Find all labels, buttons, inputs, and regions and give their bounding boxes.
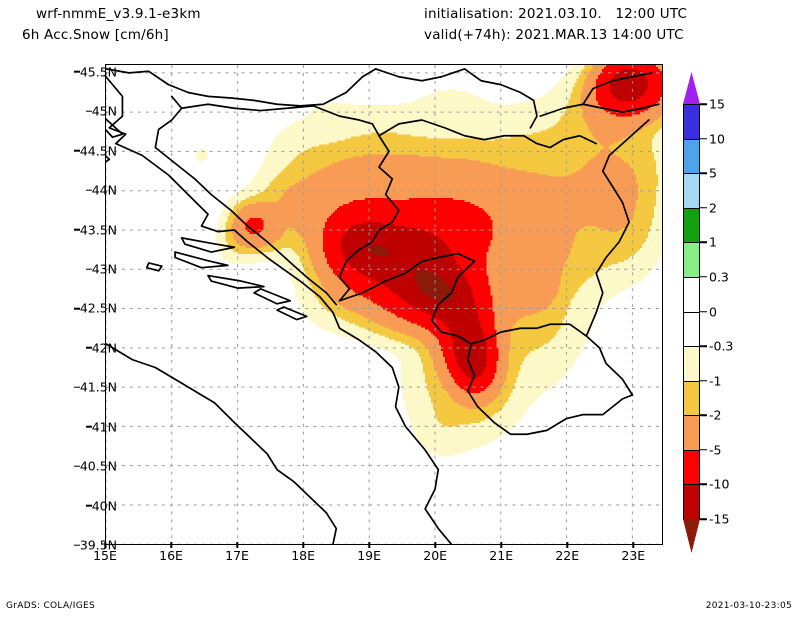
generation-timestamp-label: 2021-03-10-23:05 xyxy=(705,601,792,611)
latitude-tick-label: 40.5N xyxy=(73,459,117,474)
latitude-tick-mark xyxy=(73,465,80,467)
latitude-tick-mark xyxy=(73,228,80,231)
colorbar-tick-label: -0.3 xyxy=(709,338,734,354)
latitude-tick-label: 44.5N xyxy=(73,143,117,158)
colorbar-tick-mark xyxy=(700,310,707,313)
colorbar-tick-label: -10 xyxy=(709,476,730,492)
field-name-label: 6h Acc.Snow [cm/6h] xyxy=(22,27,169,43)
longitude-tick-label: 21E xyxy=(489,542,513,563)
longitude-tick-mark xyxy=(104,542,106,548)
colorbar-swatch[interactable] xyxy=(683,173,700,209)
colorbar-tick-label: 2 xyxy=(709,200,717,216)
map-plot-area[interactable] xyxy=(105,64,663,545)
latitude-tick-mark xyxy=(73,71,80,73)
colorbar-tick-label: 1 xyxy=(709,234,717,250)
latitude-tick-label: 43N xyxy=(85,262,117,277)
snow-accumulation-field xyxy=(106,65,662,544)
latitude-tick-label: 45N xyxy=(85,104,117,119)
colorbar-swatch[interactable] xyxy=(683,242,700,278)
colorbar-swatch[interactable] xyxy=(683,449,700,485)
colorbar-swatch[interactable] xyxy=(683,415,700,451)
longitude-tick-mark xyxy=(368,542,370,548)
colorbar-tick-mark xyxy=(700,379,707,382)
colorbar-swatch[interactable] xyxy=(683,207,700,243)
longitude-tick-label: 20E xyxy=(423,542,447,563)
colorbar-tick-label: 10 xyxy=(709,131,725,147)
colorbar-overflow-arrow xyxy=(683,72,700,104)
longitude-tick-label: 23E xyxy=(621,542,645,563)
grads-credit-label: GrADS: COLA/IGES xyxy=(6,601,95,611)
latitude-tick-mark xyxy=(85,347,92,349)
longitude-tick-label: 15E xyxy=(93,542,117,563)
colorbar-tick-mark xyxy=(700,414,707,417)
colorbar-swatch[interactable] xyxy=(683,104,700,140)
longitude-tick-mark xyxy=(434,542,436,548)
longitude-tick-mark xyxy=(170,542,172,548)
colorbar-swatch[interactable] xyxy=(683,138,700,174)
colorbar-tick-label: 0 xyxy=(709,304,717,319)
latitude-tick-label: 43.5N xyxy=(73,222,117,237)
valid-time-label: valid(+74h): 2021.MAR.13 14:00 UTC xyxy=(424,27,684,43)
latitude-tick-mark xyxy=(73,386,80,389)
latitude-tick-mark xyxy=(73,307,80,310)
colorbar-tick-mark xyxy=(700,483,707,486)
longitude-tick-label: 19E xyxy=(357,542,381,563)
model-name-label: wrf-nmmE_v3.9.1-e3km xyxy=(36,6,201,22)
initialisation-label: initialisation: 2021.03.10. 12:00 UTC xyxy=(424,6,688,22)
latitude-tick-label: 42N xyxy=(85,340,117,355)
colorbar-tick-mark xyxy=(700,449,707,451)
latitude-tick-mark xyxy=(85,189,92,191)
longitude-tick-label: 16E xyxy=(159,542,183,563)
colorbar-tick-label: -5 xyxy=(709,442,722,458)
latitude-tick-mark xyxy=(73,544,80,546)
colorbar-tick-label: 5 xyxy=(709,165,717,181)
longitude-tick-mark xyxy=(566,542,569,548)
latitude-tick-label: 39.5N xyxy=(73,538,117,553)
latitude-tick-mark xyxy=(85,504,92,507)
colorbar-tick-label: 15 xyxy=(709,96,725,112)
latitude-tick-label: 40N xyxy=(85,498,117,513)
longitude-tick-mark xyxy=(632,542,635,548)
colorbar-swatch[interactable] xyxy=(683,380,700,416)
longitude-tick-label: 22E xyxy=(555,542,579,563)
colorbar-tick-mark xyxy=(700,241,707,244)
colorbar-tick-mark xyxy=(700,103,707,105)
colorbar-underflow-arrow xyxy=(683,519,700,553)
colorbar-tick-label: -15 xyxy=(709,511,730,527)
colorbar-tick-mark xyxy=(700,137,707,140)
longitude-tick-mark xyxy=(500,542,502,548)
latitude-tick-label: 41N xyxy=(85,419,117,434)
longitude-tick-label: 18E xyxy=(291,542,315,563)
longitude-tick-mark xyxy=(302,542,304,548)
colorbar[interactable]: 15 10 5 2 1 0.3 0 -0.3 -1 -2 -5 -10 -15 xyxy=(683,64,800,553)
latitude-tick-mark xyxy=(85,425,92,428)
latitude-tick-mark xyxy=(85,110,92,113)
colorbar-tick-label: -1 xyxy=(709,373,722,389)
latitude-tick-mark xyxy=(85,268,92,270)
latitude-tick-label: 45.5N xyxy=(73,64,117,79)
colorbar-tick-mark xyxy=(700,207,707,209)
colorbar-swatch[interactable] xyxy=(683,276,700,313)
colorbar-swatch[interactable] xyxy=(683,311,700,347)
latitude-tick-mark xyxy=(73,149,80,152)
colorbar-tick-mark xyxy=(700,345,707,347)
latitude-tick-label: 42.5N xyxy=(73,301,117,316)
longitude-tick-mark xyxy=(236,542,238,548)
colorbar-tick-label: -2 xyxy=(709,407,722,423)
latitude-tick-label: 41.5N xyxy=(73,380,117,395)
colorbar-tick-mark xyxy=(700,276,707,278)
colorbar-tick-label: 0.3 xyxy=(709,269,729,285)
longitude-tick-label: 17E xyxy=(225,542,249,563)
colorbar-tick-mark xyxy=(700,518,707,520)
colorbar-tick-mark xyxy=(700,172,707,174)
latitude-tick-label: 44N xyxy=(85,183,117,198)
colorbar-swatch[interactable] xyxy=(683,484,700,520)
colorbar-swatch[interactable] xyxy=(683,346,700,382)
